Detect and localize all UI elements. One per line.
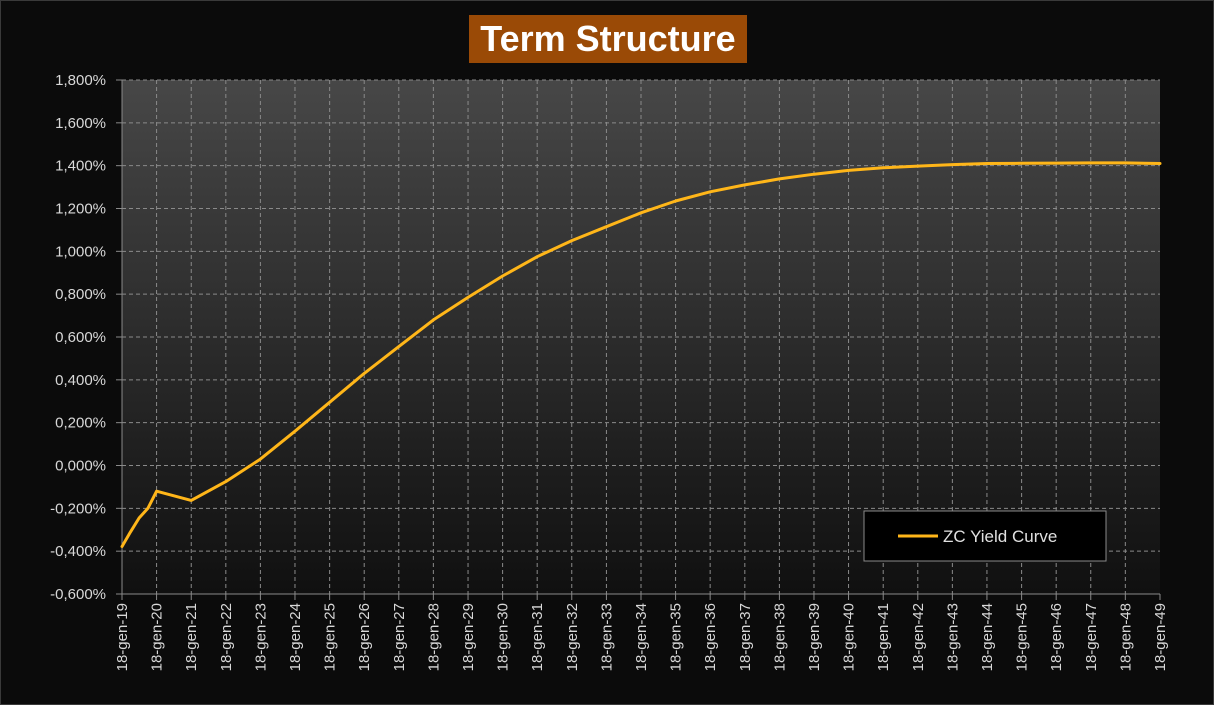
chart-title: Term Structure [469, 15, 747, 63]
x-tick-label: 18-gen-30 [495, 603, 512, 671]
x-tick-label: 18-gen-32 [564, 603, 581, 671]
x-tick-label: 18-gen-43 [944, 603, 961, 671]
x-tick-label: 18-gen-21 [183, 603, 200, 671]
y-tick-label: 1,600% [55, 115, 106, 132]
y-tick-label: 1,200% [55, 201, 106, 218]
x-tick-label: 18-gen-23 [252, 603, 269, 671]
series-layer [120, 161, 1162, 548]
y-tick-label: 0,400% [55, 372, 106, 389]
x-tick-label: 18-gen-24 [287, 603, 304, 671]
legend-label-zc-yield-curve: ZC Yield Curve [943, 527, 1057, 546]
x-tick-label: 18-gen-37 [737, 603, 754, 671]
x-axis: 18-gen-19 18-gen-20 18-gen-21 18-gen-22 18-g… [114, 593, 1169, 671]
x-tick-label: 18-gen-47 [1083, 603, 1100, 671]
y-tick-label: 1,400% [55, 158, 106, 175]
y-tick-label: 0,000% [55, 458, 106, 475]
x-tick-label: 18-gen-33 [598, 603, 615, 671]
x-tick-label: 18-gen-29 [460, 603, 477, 671]
x-tick-label: 18-gen-44 [979, 603, 996, 671]
y-tick-label: -0,600% [50, 586, 106, 603]
grid-lines [122, 79, 1160, 594]
x-tick-label: 18-gen-38 [771, 603, 788, 671]
x-tick-label: 18-gen-36 [702, 603, 719, 671]
x-tick-label: 18-gen-45 [1014, 603, 1031, 671]
x-tick-label: 18-gen-35 [668, 603, 685, 671]
x-tick-label: 18-gen-39 [806, 603, 823, 671]
y-tick-label: 0,600% [55, 329, 106, 346]
x-tick-label: 18-gen-31 [529, 603, 546, 671]
y-tick-label: -0,200% [50, 500, 106, 517]
x-tick-label: 18-gen-48 [1117, 603, 1134, 671]
x-tick-label: 18-gen-27 [391, 603, 408, 671]
x-tick-label: 18-gen-28 [425, 603, 442, 671]
x-tick-label: 18-gen-40 [841, 603, 858, 671]
x-tick-label: 18-gen-46 [1048, 603, 1065, 671]
series-line-zc-yield-curve [120, 161, 1162, 548]
y-tick-label: -0,400% [50, 543, 106, 560]
x-tick-label: 18-gen-20 [149, 603, 166, 671]
y-tick-label: 1,800% [55, 72, 106, 89]
x-tick-label: 18-gen-34 [633, 603, 650, 671]
legend: ZC Yield Curve [863, 510, 1107, 562]
y-tick-label: 0,200% [55, 415, 106, 432]
x-tick-label: 18-gen-22 [218, 603, 235, 671]
y-axis: -0,600% -0,400% -0,200% 0,000% 0,200% 0,400% 0… [50, 72, 123, 603]
x-tick-label: 18-gen-25 [322, 603, 339, 671]
y-tick-label: 0,800% [55, 286, 106, 303]
y-tick-label: 1,000% [55, 243, 106, 260]
x-tick-label: 18-gen-26 [356, 603, 373, 671]
x-tick-label: 18-gen-19 [114, 603, 131, 671]
x-tick-label: 18-gen-49 [1152, 603, 1169, 671]
x-tick-label: 18-gen-41 [875, 603, 892, 671]
x-tick-label: 18-gen-42 [910, 603, 927, 671]
